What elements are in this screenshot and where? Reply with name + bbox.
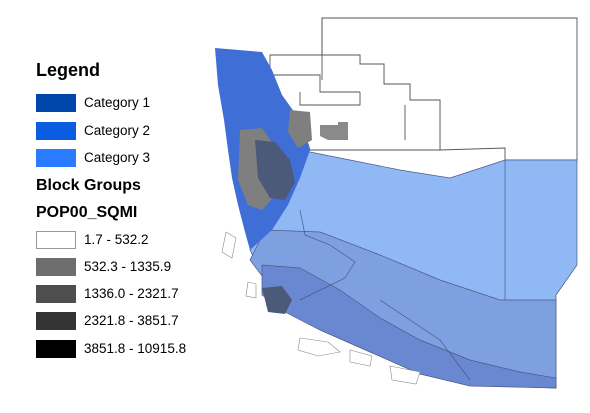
- county-boundaries: [269, 17, 578, 161]
- coastal-strip: [215, 48, 348, 314]
- legend-title: Legend: [36, 60, 101, 80]
- island-3: [297, 337, 341, 357]
- coastal-islands: [221, 231, 421, 385]
- south-zones: [249, 149, 578, 389]
- class-4-swatch: [36, 312, 76, 330]
- class-3-swatch: [36, 285, 76, 303]
- category-1-label: Category 1: [84, 95, 151, 110]
- class-3-label: 1336.0 - 2321.7: [84, 286, 179, 301]
- category-3-swatch: [36, 149, 76, 167]
- island-1: [221, 231, 237, 259]
- class-2-label: 532.3 - 1335.9: [84, 259, 172, 274]
- island-5: [389, 365, 421, 385]
- class-5-swatch: [36, 340, 76, 358]
- island-2: [245, 281, 257, 299]
- class-1-swatch: [36, 231, 76, 249]
- southern-coastal-patch: [262, 286, 292, 314]
- category-1-swatch: [36, 94, 76, 112]
- north-inner-lines: [270, 18, 406, 140]
- map-legend: Legend Category 1 Category 2 Category 3 …: [0, 0, 230, 413]
- urban-dark-cluster: [255, 140, 295, 200]
- class-2-swatch: [36, 258, 76, 276]
- category-2-swatch: [36, 122, 76, 140]
- category-3-label: Category 3: [84, 150, 151, 165]
- class-5-label: 3851.8 - 10915.8: [84, 341, 187, 356]
- category-2-label: Category 2: [84, 123, 151, 138]
- inland-gray-block: [320, 122, 348, 140]
- class-1-label: 1.7 - 532.2: [84, 232, 149, 247]
- block-groups-heading: Block Groups: [36, 177, 141, 194]
- inland-gray-patch: [288, 110, 312, 148]
- island-4: [349, 349, 373, 367]
- zone-deep: [261, 264, 557, 389]
- zone-divider-lines: [299, 160, 506, 381]
- field-heading: POP00_SQMI: [36, 204, 138, 221]
- class-4-label: 2321.8 - 3851.7: [84, 313, 179, 328]
